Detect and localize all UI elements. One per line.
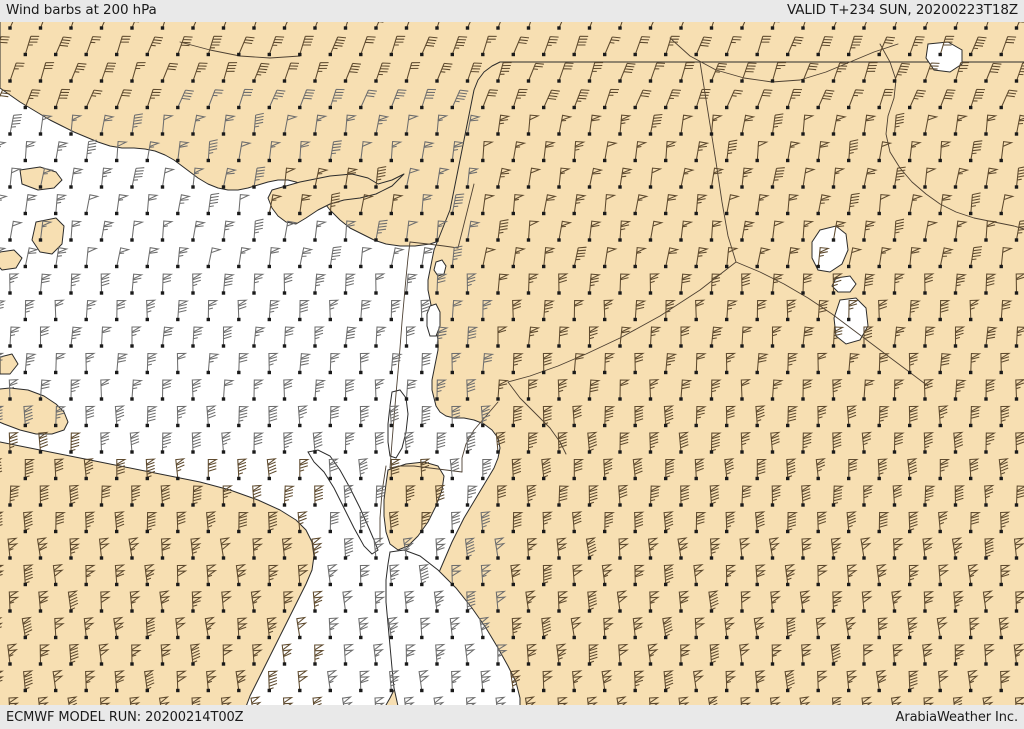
map-viewport[interactable] xyxy=(0,22,1024,705)
border-lebanon-israel xyxy=(409,241,459,249)
border-turkey-syria xyxy=(669,37,899,83)
border-syria-iraq xyxy=(699,61,737,263)
weather-map[interactable] xyxy=(0,22,1024,705)
border-egypt-nile xyxy=(379,465,387,543)
wind-barbs-over-sea xyxy=(0,88,508,705)
island-aegean-a xyxy=(19,166,63,191)
valid-time-label: VALID T+234 SUN, 20200223T18Z xyxy=(786,2,1018,19)
water-gulf-of-aqaba xyxy=(387,389,409,459)
border-egypt-south-east xyxy=(389,371,399,469)
provider-label: ArabiaWeather Inc. xyxy=(895,709,1019,725)
island-cyprus xyxy=(267,173,405,225)
water-lake-tharthar xyxy=(811,225,849,273)
island-rhodes xyxy=(31,217,65,255)
model-run-label: ECMWF MODEL RUN: 20200214T00Z xyxy=(6,709,244,725)
border-syria-jordan-iraq xyxy=(507,261,737,383)
footer-bar: ECMWF MODEL RUN: 20200214T00Z ArabiaWeat… xyxy=(0,705,1024,729)
island-small-west xyxy=(0,353,19,375)
water-dead-sea xyxy=(426,303,441,337)
water-lake-habbaniyah xyxy=(831,275,857,293)
border-jordan-west xyxy=(461,401,499,473)
political-borders xyxy=(179,37,1024,543)
header-bar: Wind barbs at 200 hPa VALID T+234 SUN, 2… xyxy=(0,0,1024,22)
landmasses xyxy=(0,22,1024,705)
border-iraq-iran xyxy=(879,43,1024,230)
border-israel-west xyxy=(397,241,411,373)
page-title: Wind barbs at 200 hPa xyxy=(6,2,157,19)
border-iraq-saudi xyxy=(735,261,929,387)
water-gulf-inlet-northeast xyxy=(925,41,963,73)
island-crete-east xyxy=(0,249,23,271)
wind-barb-station-dots xyxy=(8,26,1019,693)
wind-barbs-over-land xyxy=(0,22,1024,705)
land-nile-delta xyxy=(0,387,69,435)
border-lebanon-syria xyxy=(457,183,475,249)
region-sinai xyxy=(383,461,445,551)
water-lake-razzaza xyxy=(833,297,869,345)
